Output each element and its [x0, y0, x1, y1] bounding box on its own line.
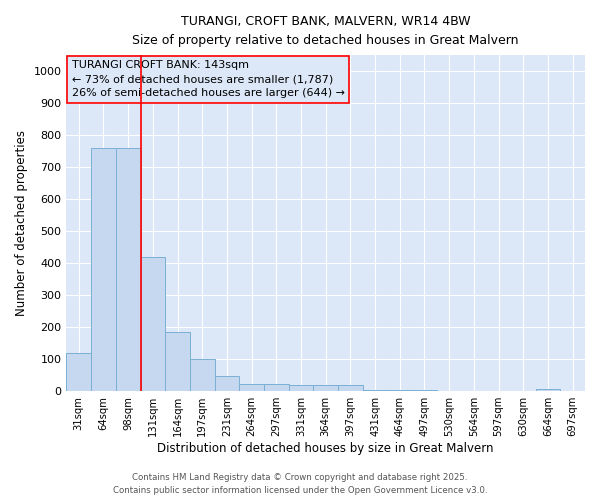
Bar [264, 384, 289, 391]
Bar [363, 390, 388, 391]
Bar [67, 354, 91, 391]
Bar [289, 386, 313, 391]
Bar [165, 332, 190, 391]
Bar [412, 390, 437, 391]
Text: Contains HM Land Registry data © Crown copyright and database right 2025.
Contai: Contains HM Land Registry data © Crown c… [113, 474, 487, 495]
Bar [536, 388, 560, 391]
Title: TURANGI, CROFT BANK, MALVERN, WR14 4BW
Size of property relative to detached hou: TURANGI, CROFT BANK, MALVERN, WR14 4BW S… [133, 15, 519, 47]
Bar [239, 384, 264, 391]
Text: TURANGI CROFT BANK: 143sqm
← 73% of detached houses are smaller (1,787)
26% of s: TURANGI CROFT BANK: 143sqm ← 73% of deta… [71, 60, 344, 98]
Bar [140, 257, 165, 391]
Bar [338, 386, 363, 391]
Bar [116, 148, 140, 391]
X-axis label: Distribution of detached houses by size in Great Malvern: Distribution of detached houses by size … [157, 442, 494, 455]
Y-axis label: Number of detached properties: Number of detached properties [15, 130, 28, 316]
Bar [190, 359, 215, 391]
Bar [313, 386, 338, 391]
Bar [388, 390, 412, 391]
Bar [215, 376, 239, 391]
Bar [91, 148, 116, 391]
